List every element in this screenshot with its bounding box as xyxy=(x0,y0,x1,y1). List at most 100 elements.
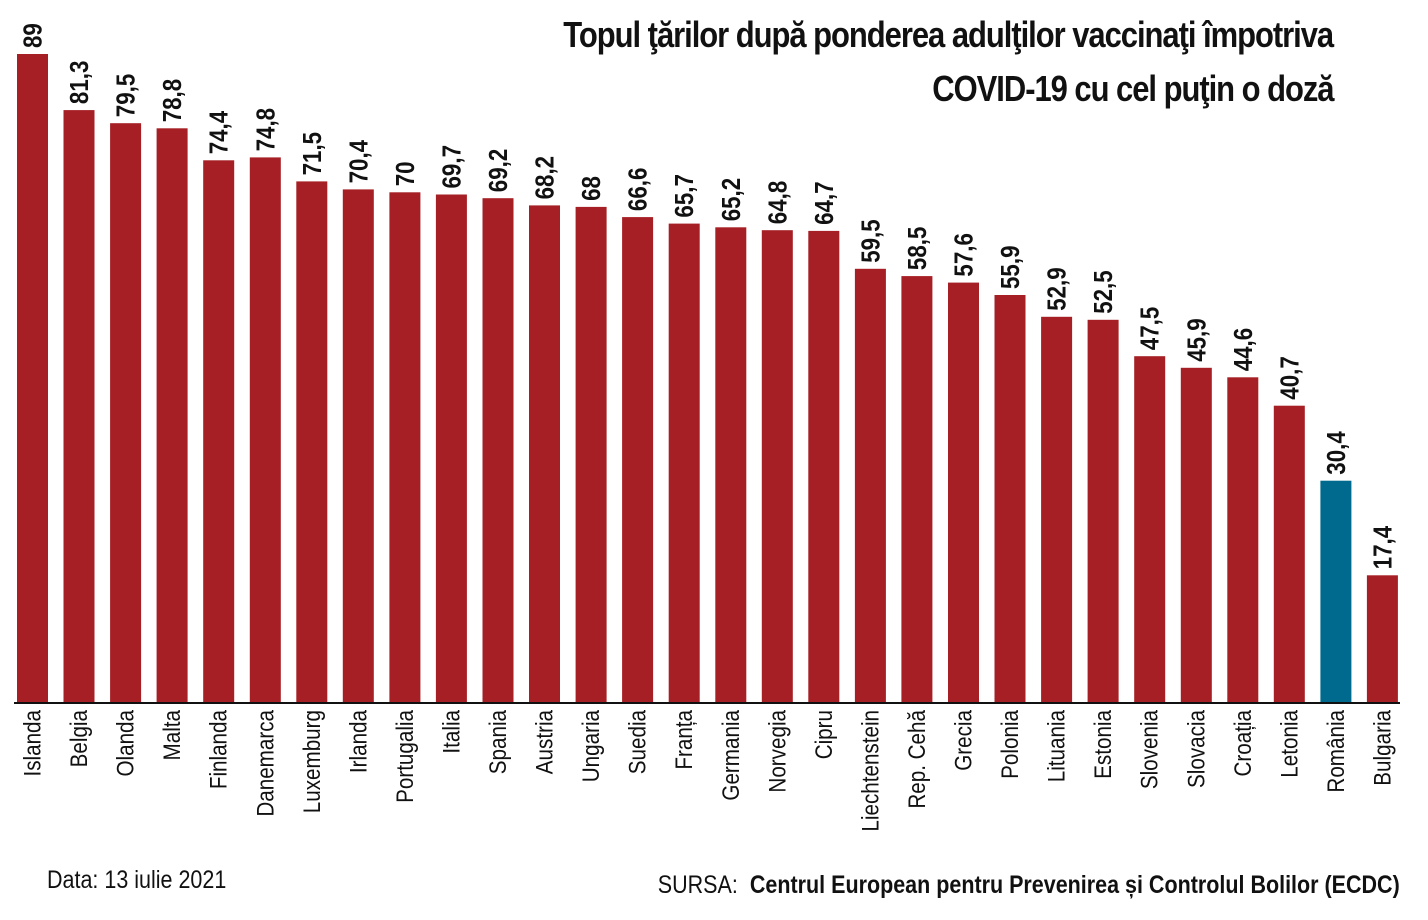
category-label-spania: Spania xyxy=(485,709,512,774)
bar-cipru xyxy=(808,230,840,702)
value-label-grecia: 57,6 xyxy=(950,233,979,276)
value-label-spania: 69,2 xyxy=(484,149,513,192)
bar-slovenia xyxy=(1134,356,1166,702)
bar-germania xyxy=(715,227,747,703)
value-label-romania: 30,4 xyxy=(1322,431,1351,475)
value-label-islanda: 89 xyxy=(19,23,48,48)
category-label-islanda: Islanda xyxy=(19,709,46,776)
bar-norvegia xyxy=(761,230,793,702)
footer-source: SURSA: Centrul European pentru Prevenirea… xyxy=(658,871,1400,900)
value-label-belgia: 81,3 xyxy=(65,61,94,104)
category-label-portugalia: Portugalia xyxy=(391,709,418,802)
value-label-bulgaria: 17,4 xyxy=(1369,525,1398,569)
value-label-austria: 68,2 xyxy=(531,156,560,199)
category-label-slovenia: Slovenia xyxy=(1136,710,1163,790)
category-label-letonia: Letonia xyxy=(1276,710,1303,778)
bar-islanda xyxy=(17,54,48,702)
bar-austria xyxy=(529,205,560,702)
category-label-romania: România xyxy=(1322,709,1349,792)
category-label-franta: Franța xyxy=(671,709,698,769)
bar-franta xyxy=(668,223,700,702)
value-label-polonia: 55,9 xyxy=(996,246,1025,289)
value-label-ungaria: 68 xyxy=(578,176,607,201)
category-label-polonia: Polonia xyxy=(997,710,1024,779)
category-label-cipru: Cipru xyxy=(810,710,837,759)
value-label-franta: 65,7 xyxy=(671,174,700,217)
category-label-estonia: Estonia xyxy=(1090,709,1117,778)
value-label-croatia: 44,6 xyxy=(1229,328,1258,371)
value-label-germania: 65,2 xyxy=(717,178,746,221)
category-label-finlanda: Finlanda xyxy=(205,710,232,790)
bar-italia xyxy=(435,194,467,702)
category-labels-layer: Islanda Belgia Olanda Malta Finlanda Danemarc… xyxy=(19,709,1396,831)
value-label-rep-ceha: 58,5 xyxy=(903,227,932,270)
source-label: SURSA: xyxy=(658,871,739,899)
bar-estonia xyxy=(1087,319,1119,702)
category-label-ungaria: Ungaria xyxy=(578,709,605,782)
value-label-slovacia: 45,9 xyxy=(1183,318,1212,361)
value-label-suedia: 66,6 xyxy=(624,168,653,211)
category-label-irlanda: Irlanda xyxy=(345,709,372,773)
bar-finlanda xyxy=(203,160,235,703)
value-label-irlanda: 70,4 xyxy=(345,139,374,183)
category-label-austria: Austria xyxy=(531,709,558,774)
value-label-liechtenstein: 59,5 xyxy=(857,219,886,262)
chart-title-line-1: Topul ţărilor după ponderea adulţilor va… xyxy=(563,14,1334,55)
value-label-italia: 69,7 xyxy=(438,145,467,188)
bar-croatia xyxy=(1227,377,1259,702)
bar-danemarca xyxy=(249,157,281,702)
value-label-olanda: 79,5 xyxy=(112,74,141,117)
bar-belgia xyxy=(63,110,95,703)
value-label-lituania: 52,9 xyxy=(1043,267,1072,310)
bar-lituania xyxy=(1041,316,1073,702)
category-label-bulgaria: Bulgaria xyxy=(1369,709,1396,785)
bar-ungaria xyxy=(575,206,607,702)
value-label-cipru: 64,7 xyxy=(810,181,839,224)
value-label-finlanda: 74,4 xyxy=(205,110,234,154)
bar-luxemburg xyxy=(296,181,328,702)
value-label-danemarca: 74,8 xyxy=(252,108,281,151)
value-label-norvegia: 64,8 xyxy=(764,181,793,224)
category-label-slovacia: Slovacia xyxy=(1183,709,1210,787)
category-label-luxemburg: Luxemburg xyxy=(298,710,325,813)
bar-letonia xyxy=(1273,405,1305,702)
category-label-italia: Italia xyxy=(438,709,465,753)
bars-layer xyxy=(17,54,1398,703)
category-label-belgia: Belgia xyxy=(66,709,93,767)
value-label-estonia: 52,5 xyxy=(1090,270,1119,313)
value-label-slovenia: 47,5 xyxy=(1136,307,1165,350)
bar-spania xyxy=(482,198,514,702)
bar-portugalia xyxy=(389,192,421,703)
chart-title-line-2: COVID-19 cu cel puţin o doză xyxy=(931,68,1334,109)
bar-olanda xyxy=(110,123,142,702)
value-label-letonia: 40,7 xyxy=(1276,356,1305,399)
bar-rep-ceha xyxy=(901,276,933,702)
footer-date: Data: 13 iulie 2021 xyxy=(47,866,227,894)
source-name: Centrul European pentru Prevenirea și Co… xyxy=(750,871,1400,899)
category-label-norvegia: Norvegia xyxy=(764,709,791,792)
bar-bulgaria xyxy=(1366,575,1398,702)
category-label-germania: Germania xyxy=(717,709,744,800)
bar-polonia xyxy=(994,295,1026,702)
category-label-malta: Malta xyxy=(159,709,186,760)
bar-malta xyxy=(156,128,188,703)
category-label-rep-ceha: Rep. Cehă xyxy=(903,710,930,809)
category-label-croatia: Croația xyxy=(1229,709,1256,776)
bar-liechtenstein xyxy=(854,268,886,702)
category-label-lituania: Lituania xyxy=(1043,709,1070,782)
value-label-portugalia: 70 xyxy=(391,161,420,186)
category-label-liechtenstein: Liechtenstein xyxy=(857,710,884,832)
category-label-danemarca: Danemarca xyxy=(252,709,279,816)
bar-romania xyxy=(1320,480,1352,702)
bar-slovacia xyxy=(1180,367,1212,702)
category-label-grecia: Grecia xyxy=(950,709,977,770)
category-label-olanda: Olanda xyxy=(112,709,139,776)
bar-irlanda xyxy=(342,189,374,702)
value-labels-layer: 89 81,3 79,5 78,8 74,4 74,8 71,5 70,4 70 69,7 69,2… xyxy=(19,23,1398,569)
category-label-suedia: Suedia xyxy=(624,709,651,774)
value-label-luxemburg: 71,5 xyxy=(298,132,327,175)
bar-suedia xyxy=(622,217,654,702)
value-label-malta: 78,8 xyxy=(159,79,188,122)
